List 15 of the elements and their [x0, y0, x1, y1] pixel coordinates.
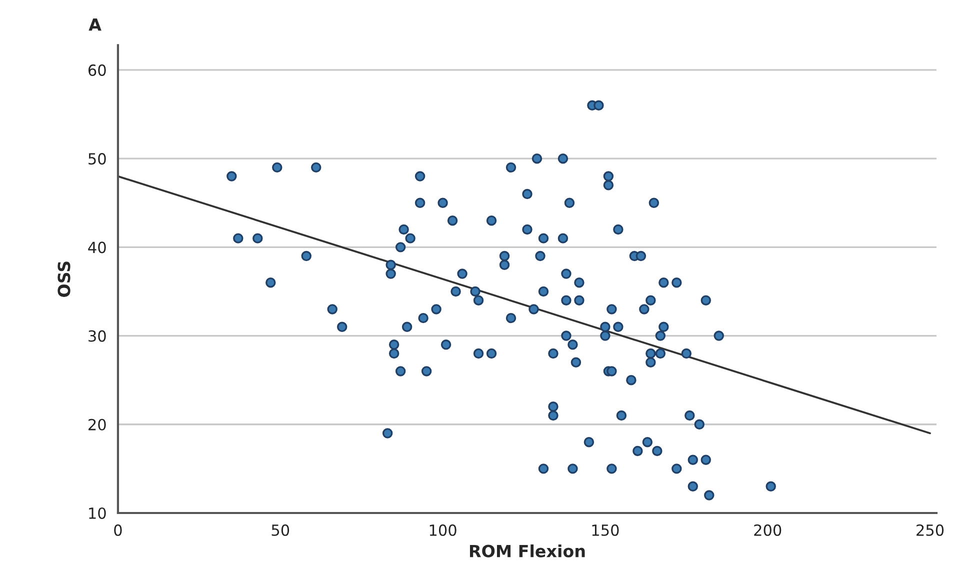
- y-tick-label: 40: [88, 242, 106, 254]
- x-tick-label: 0: [114, 524, 122, 536]
- x-tick-label: 50: [272, 524, 290, 536]
- x-tick-label: 250: [916, 524, 944, 536]
- x-tick-label: 150: [592, 524, 619, 536]
- x-tick-label: 100: [430, 524, 456, 536]
- chart-title: A: [88, 18, 102, 31]
- y-tick-label: 30: [88, 330, 106, 342]
- y-axis-title: OSS: [58, 262, 70, 297]
- y-tick-label: 60: [88, 64, 106, 76]
- y-tick-label: 10: [89, 507, 106, 520]
- y-tick-label: 20: [88, 418, 106, 430]
- x-axis-title: ROM Flexion: [470, 544, 585, 558]
- x-tick-label: 200: [754, 524, 782, 536]
- y-tick-label: 50: [88, 153, 106, 165]
